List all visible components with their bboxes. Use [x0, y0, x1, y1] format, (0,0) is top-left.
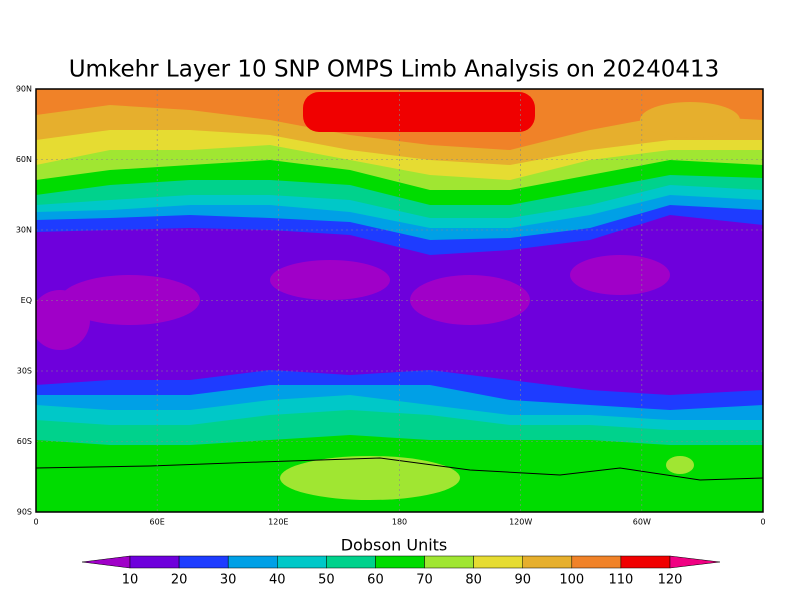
- colorbar-swatch: [571, 555, 622, 569]
- ozone-field: [36, 89, 763, 512]
- colorbar-swatch: [227, 555, 278, 569]
- y-tick-label: 90S: [17, 508, 32, 517]
- colorbar-label: 100: [559, 573, 584, 588]
- colorbar-label: 50: [318, 573, 335, 588]
- x-tick-label: 60E: [150, 518, 165, 527]
- colorbar-swatch: [326, 555, 376, 569]
- y-tick-label: 30S: [17, 367, 32, 376]
- colorbar-label: 60: [367, 573, 384, 588]
- x-tick-label: 60W: [633, 518, 651, 527]
- y-tick-label: 90N: [16, 85, 32, 94]
- colorbar-title: Dobson Units: [341, 536, 448, 555]
- colorbar-label: 20: [171, 573, 188, 588]
- colorbar-swatch: [178, 555, 229, 569]
- contour-fill: [280, 456, 460, 500]
- colorbar-extension: [669, 555, 721, 569]
- contour-fill: [270, 260, 390, 300]
- contour-fill: [36, 290, 90, 350]
- coastline: [36, 457, 763, 481]
- contour-fill: [640, 102, 740, 138]
- x-tick-label: 0: [33, 518, 38, 527]
- x-tick-label: 120E: [268, 518, 288, 527]
- title: Umkehr Layer 10 SNP OMPS Limb Analysis o…: [69, 57, 720, 83]
- map-frame: [35, 88, 764, 513]
- colorbar-label: 80: [465, 573, 482, 588]
- contour-fill: [303, 92, 535, 132]
- contour-fill: [60, 275, 200, 325]
- colorbar-label: 90: [514, 573, 531, 588]
- y-tick-label: 60S: [17, 437, 32, 446]
- colorbar-label: 110: [608, 573, 633, 588]
- colorbar-swatch: [522, 555, 573, 569]
- graticule: 0 60E 120E 180 120W 60W 0 90N 60N 30N EQ 30S 60S 90S: [16, 85, 766, 527]
- colorbar-label: 120: [658, 573, 683, 588]
- contour-fill: [410, 275, 530, 325]
- colorbar-label: 70: [416, 573, 433, 588]
- y-tick-label: 30N: [16, 226, 32, 235]
- colorbar-swatch: [277, 555, 327, 569]
- colorbar-swatch: [620, 555, 671, 569]
- colorbar-label: 40: [269, 573, 286, 588]
- x-tick-label: 0: [760, 518, 765, 527]
- y-tick-label: 60N: [16, 155, 32, 164]
- colorbar-swatch: [424, 555, 474, 569]
- colorbar-label: 10: [122, 573, 139, 588]
- colorbar-swatch: [473, 555, 523, 569]
- colorbar-swatch: [129, 555, 180, 569]
- x-tick-label: 180: [392, 518, 407, 527]
- colorbar: 10 20 30 40 50 60 70 80 90 100 110 120: [81, 555, 721, 588]
- x-tick-label: 120W: [509, 518, 532, 527]
- contour-fill: [570, 255, 670, 295]
- colorbar-swatch: [375, 555, 425, 569]
- colorbar-label: 30: [220, 573, 237, 588]
- y-tick-label: EQ: [21, 296, 32, 305]
- colorbar-extension: [81, 555, 131, 569]
- contour-fill: [666, 456, 694, 474]
